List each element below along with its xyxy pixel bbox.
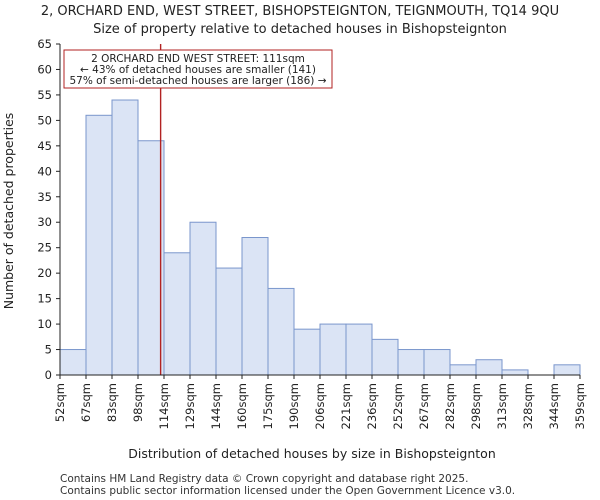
- x-tick-label: 252sqm: [391, 383, 405, 429]
- y-tick-label: 15: [37, 292, 52, 306]
- bar-114sqm: [163, 252, 191, 376]
- bar-206sqm: [319, 323, 347, 376]
- x-tick-label: 129sqm: [183, 383, 197, 429]
- bar-series: [59, 99, 581, 376]
- x-tick-label: 359sqm: [573, 383, 587, 429]
- x-tick-label: 206sqm: [313, 383, 327, 429]
- y-tick-label: 0: [45, 368, 52, 382]
- y-tick-label: 10: [37, 317, 52, 331]
- y-axis-ticks: 0 5 10 15 20 25 30 35 40 45 50 55 60 65: [37, 37, 60, 382]
- bar-252sqm: [397, 349, 425, 376]
- bar-236sqm: [371, 338, 399, 376]
- y-tick-label: 25: [37, 241, 52, 255]
- x-tick-label: 344sqm: [547, 383, 561, 429]
- x-tick-label: 67sqm: [79, 383, 93, 422]
- annotation-line-3: 57% of semi-detached houses are larger (…: [70, 75, 327, 87]
- bar-129sqm: [189, 221, 217, 376]
- footer-line-2: Contains public sector information licen…: [60, 485, 515, 497]
- y-tick-label: 5: [45, 343, 52, 357]
- bar-298sqm: [475, 359, 503, 376]
- x-axis-title: Distribution of detached houses by size …: [128, 446, 496, 461]
- bar-190sqm: [293, 328, 321, 376]
- y-tick-label: 55: [37, 88, 52, 102]
- x-tick-label: 144sqm: [209, 383, 223, 429]
- x-tick-label: 175sqm: [261, 383, 275, 429]
- x-tick-label: 190sqm: [287, 383, 301, 429]
- bar-52sqm: [59, 349, 87, 376]
- y-tick-label: 50: [37, 113, 52, 127]
- y-tick-label: 65: [37, 37, 52, 51]
- bar-144sqm: [215, 267, 243, 376]
- y-tick-label: 30: [37, 215, 52, 229]
- x-tick-label: 221sqm: [339, 383, 353, 429]
- x-tick-label: 282sqm: [443, 383, 457, 429]
- x-tick-label: 313sqm: [495, 383, 509, 429]
- x-tick-label: 160sqm: [235, 383, 249, 429]
- bar-267sqm: [423, 349, 451, 376]
- footer-line-1: Contains HM Land Registry data © Crown c…: [60, 473, 468, 485]
- bar-98sqm: [137, 140, 165, 376]
- chart-subtitle: Size of property relative to detached ho…: [93, 22, 507, 37]
- x-tick-label: 298sqm: [469, 383, 483, 429]
- x-tick-label: 267sqm: [417, 383, 431, 429]
- x-tick-label: 236sqm: [365, 383, 379, 429]
- bar-83sqm: [111, 99, 139, 376]
- x-axis-ticks: 52sqm 67sqm 83sqm 98sqm 114sqm 129sqm 144sqm 16…: [53, 375, 587, 429]
- bar-313sqm: [501, 369, 529, 376]
- x-tick-label: 98sqm: [131, 383, 145, 422]
- bar-221sqm: [345, 323, 373, 376]
- bar-344sqm: [553, 364, 581, 376]
- x-tick-label: 328sqm: [521, 383, 535, 429]
- x-tick-label: 83sqm: [105, 383, 119, 422]
- bar-175sqm: [267, 287, 295, 376]
- property-marker: 2 ORCHARD END WEST STREET: 111sqm← 43% o…: [63, 44, 333, 375]
- y-tick-label: 60: [37, 62, 52, 76]
- annotation-line-2: ← 43% of detached houses are smaller (14…: [80, 64, 316, 76]
- bar-67sqm: [85, 114, 113, 376]
- y-tick-label: 20: [37, 266, 52, 280]
- x-tick-label: 52sqm: [53, 383, 67, 422]
- y-tick-label: 35: [37, 190, 52, 204]
- y-axis-title: Number of detached properties: [1, 113, 16, 310]
- bar-282sqm: [449, 364, 477, 376]
- x-tick-label: 114sqm: [157, 383, 171, 429]
- chart-title: 2, ORCHARD END, WEST STREET, BISHOPSTEIG…: [41, 4, 559, 19]
- annotation-box: [63, 49, 333, 89]
- annotation-line-1: 2 ORCHARD END WEST STREET: 111sqm: [91, 53, 305, 65]
- y-tick-label: 40: [37, 164, 52, 178]
- y-tick-label: 45: [37, 139, 52, 153]
- bar-160sqm: [241, 237, 269, 376]
